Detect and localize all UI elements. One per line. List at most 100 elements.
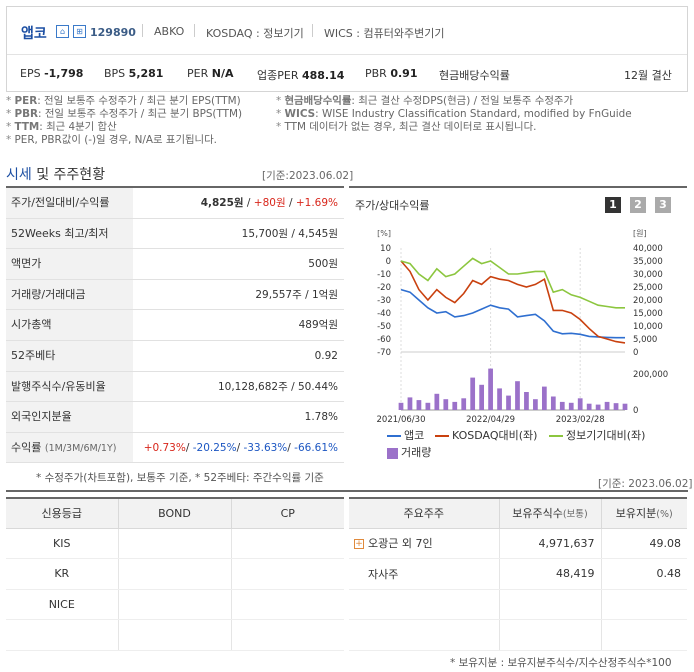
note-line: * 현금배당수익률: 최근 결산 수정DPS(현금) / 전일 보통주 수정주가	[276, 95, 574, 107]
y-left-tick-label: -20	[377, 283, 391, 293]
row-label: 52주베타	[6, 340, 133, 371]
table-row	[6, 619, 344, 651]
table-row: 자사주 48,419 0.48	[349, 558, 687, 590]
y-left-tick-label: 0	[386, 257, 391, 267]
divider	[142, 24, 143, 37]
volume-bar	[416, 400, 422, 410]
price-chart-panel: 주가/상대수익률 1 2 3 [%] [원] 2021/06/30 2022/04/2…	[349, 186, 687, 465]
bond-cell	[118, 619, 232, 651]
legend-item-sector: 정보기기대비(좌)	[549, 427, 645, 443]
col-header: CP	[231, 498, 344, 529]
row-label: 52Weeks 최고/최저	[6, 218, 133, 249]
cp-cell	[231, 558, 344, 590]
y-right-tick-label: 0	[633, 348, 638, 358]
row-label: 수익률 (1M/3M/6M/1Y)	[6, 432, 133, 463]
table-row: 수익률 (1M/3M/6M/1Y) +0.73%/ -20.25%/ -33.6…	[6, 432, 344, 464]
chart-page-1[interactable]: 1	[605, 197, 621, 213]
row-value: 489억원	[298, 319, 338, 332]
volume-bar	[497, 388, 502, 410]
volume-bar	[443, 399, 449, 410]
table-row: 52주베타 0.92	[6, 340, 344, 372]
rating-agency: KR	[6, 558, 119, 590]
y-left-tick-label: -60	[377, 335, 391, 345]
series-line	[400, 257, 625, 309]
y-left-tick-label: 10	[380, 244, 391, 254]
y-right-tick-label: 35,000	[633, 257, 663, 267]
note-line: * WICS: WISE Industry Classification Sta…	[276, 108, 632, 120]
row-value: 10,128,682주 / 50.44%	[217, 380, 338, 393]
row-label: 거래량/거래대금	[6, 279, 133, 310]
shareholders-footnote: * 보유지분 : 보유지분주식수/지수산정주식수*100	[450, 657, 672, 669]
rating-agency: NICE	[6, 589, 119, 620]
divider	[194, 24, 195, 37]
volume-bar	[541, 386, 547, 410]
bond-cell	[118, 589, 232, 620]
volume-bar	[488, 368, 493, 410]
x-tick-label: 2021/06/30	[377, 415, 426, 424]
volume-bar	[586, 403, 592, 410]
company-header-row: 앱코 ⌂ ⊞ 129890 ABKO KOSDAQ : 정보기기 WICS : …	[7, 7, 687, 55]
col-header: 주요주주	[349, 498, 500, 529]
row-label: 시가총액	[6, 310, 133, 340]
bps-metric: BPS 5,281	[104, 67, 164, 80]
volume-bar	[452, 401, 458, 410]
company-label: ABKO	[154, 25, 185, 38]
table-row: 거래량/거래대금 29,557주 / 1억원	[6, 279, 344, 311]
company-name[interactable]: 앱코	[21, 26, 47, 42]
y-left-tick-label: -40	[377, 309, 391, 319]
rating-agency	[6, 619, 119, 651]
x-tick-label: 2022/04/29	[466, 415, 515, 424]
expand-plus-icon[interactable]: +	[354, 539, 364, 550]
volume-bar	[461, 398, 467, 410]
per-metric: PER N/A	[187, 67, 234, 80]
y-left-tick-label: -30	[377, 296, 391, 306]
chart-page-3[interactable]: 3	[655, 197, 671, 213]
wics-category: WICS : 컴퓨터와주변기기	[324, 27, 445, 40]
shares-held	[499, 619, 602, 651]
bond-cell	[118, 558, 232, 590]
cp-cell	[231, 528, 344, 559]
note-line: * TTM: 최근 4분기 합산	[6, 121, 117, 133]
settlement-month: 12월 결산	[624, 69, 672, 82]
row-label: 주가/전일대비/수익률	[6, 188, 133, 218]
volume-tick-label: 0	[633, 406, 638, 416]
shareholder-name	[349, 619, 500, 651]
legend-item-volume: 거래량	[387, 444, 431, 460]
divider	[312, 24, 313, 37]
ownership-pct	[601, 619, 687, 651]
chart-page-2[interactable]: 2	[630, 197, 646, 213]
col-header: BOND	[118, 498, 232, 529]
row-label: 액면가	[6, 249, 133, 279]
row-value: 1.78%	[304, 411, 338, 424]
y-right-tick-label: 5,000	[633, 335, 657, 345]
table-header-row: 신용등급 BOND CP	[6, 498, 344, 529]
building-icon[interactable]: ⊞	[73, 25, 86, 38]
table-row: KR	[6, 558, 344, 590]
chart-title: 주가/상대수익률	[355, 199, 430, 212]
key-metrics-row: EPS -1,798 BPS 5,281 PER N/A 업종PER 488.1…	[7, 56, 687, 92]
volume-bar	[407, 397, 413, 410]
row-value: 500원	[308, 258, 338, 271]
credit-rating-table: 신용등급 BOND CP KIS KR NICE	[6, 497, 344, 651]
y-right-tick-label: 20,000	[633, 296, 663, 306]
y-right-tick-label: 10,000	[633, 322, 663, 332]
volume-bar	[515, 381, 520, 410]
shareholder-name[interactable]: + 오광근 외 7인	[349, 528, 500, 559]
section-title: 시세 및 주주현황	[6, 167, 106, 183]
home-icon[interactable]: ⌂	[56, 25, 69, 38]
table-row: 52Weeks 최고/최저 15,700원 / 4,545원	[6, 218, 344, 250]
shareholders-table: 주요주주 보유주식수(보통) 보유지분(%) + 오광근 외 7인 4,971,6…	[349, 497, 687, 651]
eps-metric: EPS -1,798	[20, 67, 84, 80]
legend-item-kosdaq: KOSDAQ대비(좌)	[435, 427, 537, 443]
volume-bar	[524, 392, 529, 410]
base-date: [기준:2023.06.02]	[262, 170, 354, 182]
dividend-yield-metric: 현금배당수익률	[439, 69, 510, 82]
legend-item-abko: 앱코	[387, 427, 424, 443]
volume-bar	[622, 403, 628, 410]
section-divider	[6, 490, 688, 492]
volume-bar	[559, 401, 565, 410]
industry-per-metric: 업종PER 488.14	[257, 69, 345, 82]
y-right-tick-label: 30,000	[633, 270, 663, 280]
table-row: KIS	[6, 528, 344, 559]
shares-held: 48,419	[499, 558, 602, 590]
